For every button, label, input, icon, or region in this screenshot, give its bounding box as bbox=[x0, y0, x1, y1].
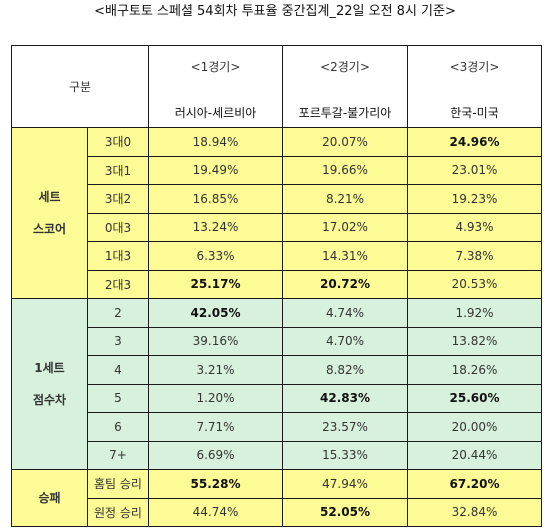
vote-rate-cell: 7.71% bbox=[148, 412, 283, 442]
table-row: 1세트 점수차 2 42.05% 4.74% 1.92% bbox=[11, 298, 542, 470]
header-game-3: <3경기> 한국-미국 bbox=[407, 45, 542, 128]
vote-rate-cell: 25.17% bbox=[148, 269, 283, 299]
vote-rate-cell: 52.05% bbox=[282, 497, 408, 527]
vote-rate-cell: 13.82% bbox=[407, 326, 542, 356]
section-label-line2: 스코어 bbox=[32, 222, 67, 236]
vote-rate-cell: 13.24% bbox=[148, 212, 283, 242]
row-label: 4 bbox=[87, 355, 149, 385]
row-label: 1대3 bbox=[87, 241, 149, 271]
vote-rate-cell: 18.94% bbox=[148, 127, 283, 157]
vote-rate-cell: 14.31% bbox=[282, 241, 408, 271]
game-number: <1경기> bbox=[190, 60, 241, 74]
vote-rate-cell: 8.21% bbox=[282, 184, 408, 214]
table-row: 0대3 13.24% 17.02% 4.93% bbox=[12, 212, 542, 242]
vote-rate-cell: 25.60% bbox=[407, 383, 542, 413]
match-name: 포르투갈-불가리아 bbox=[298, 106, 392, 120]
section-label: 승패 bbox=[11, 469, 88, 527]
header-game-1: <1경기> 러시아-세르비아 bbox=[148, 45, 283, 128]
vote-rate-cell: 42.05% bbox=[148, 298, 283, 328]
section-label-line1: 세트 bbox=[38, 190, 61, 204]
table-row: 원정 승리 44.74% 52.05% 32.84% bbox=[12, 497, 542, 527]
table-row: 4 3.21% 8.82% 18.26% bbox=[12, 355, 542, 385]
table-body: 구분 <1경기> 러시아-세르비아 <2경기> 포르투갈-불가리아 <3경기> … bbox=[11, 45, 542, 527]
table-row: 2대3 25.17% 20.72% 20.53% bbox=[12, 269, 542, 299]
vote-rate-cell: 20.44% bbox=[407, 440, 542, 470]
vote-rate-cell: 7.38% bbox=[407, 241, 542, 271]
row-label: 홈팀 승리 bbox=[87, 469, 149, 499]
vote-rate-cell: 4.74% bbox=[282, 298, 408, 328]
vote-rate-cell: 32.84% bbox=[407, 497, 542, 527]
vote-rate-cell: 1.20% bbox=[148, 383, 283, 413]
vote-rate-cell: 44.74% bbox=[148, 497, 283, 527]
row-label: 3대0 bbox=[87, 127, 149, 157]
row-label: 2 bbox=[87, 298, 149, 328]
section-label-line2: 점수차 bbox=[32, 393, 67, 407]
table-row: 3대1 19.49% 19.66% 23.01% bbox=[12, 155, 542, 185]
vote-rate-cell: 24.96% bbox=[407, 127, 542, 157]
vote-rate-cell: 4.70% bbox=[282, 326, 408, 356]
header-game-2: <2경기> 포르투갈-불가리아 bbox=[282, 45, 408, 128]
vote-rate-cell: 18.26% bbox=[407, 355, 542, 385]
vote-rate-cell: 19.23% bbox=[407, 184, 542, 214]
section-label-line1: 1세트 bbox=[34, 361, 65, 375]
table-row: 세트 스코어 3대0 18.94% 20.07% 24.96% bbox=[11, 127, 542, 299]
vote-rate-cell: 20.53% bbox=[407, 269, 542, 299]
row-label: 5 bbox=[87, 383, 149, 413]
vote-rate-cell: 15.33% bbox=[282, 440, 408, 470]
vote-rate-table: 구분 <1경기> 러시아-세르비아 <2경기> 포르투갈-불가리아 <3경기> … bbox=[11, 45, 542, 527]
vote-rate-cell: 20.72% bbox=[282, 269, 408, 299]
page-title: <배구토토 스페셜 54회차 투표율 중간집계_22일 오전 8시 기준> bbox=[94, 4, 456, 19]
vote-rate-cell: 23.57% bbox=[282, 412, 408, 442]
vote-rate-cell: 6.69% bbox=[148, 440, 283, 470]
vote-rate-cell: 19.49% bbox=[148, 155, 283, 185]
vote-rate-cell: 55.28% bbox=[148, 469, 283, 499]
vote-rate-cell: 19.66% bbox=[282, 155, 408, 185]
table-row: 승패 홈팀 승리 55.28% 47.94% 67.20% bbox=[11, 469, 542, 527]
vote-rate-cell: 17.02% bbox=[282, 212, 408, 242]
row-label: 2대3 bbox=[87, 269, 149, 299]
table-row: 7+ 6.69% 15.33% 20.44% bbox=[12, 440, 542, 470]
game-number: <3경기> bbox=[449, 60, 500, 74]
vote-rate-cell: 3.21% bbox=[148, 355, 283, 385]
vote-rate-cell: 8.82% bbox=[282, 355, 408, 385]
table-row: 3대2 16.85% 8.21% 19.23% bbox=[12, 184, 542, 214]
vote-rate-cell: 39.16% bbox=[148, 326, 283, 356]
row-label: 3 bbox=[87, 326, 149, 356]
vote-rate-cell: 20.00% bbox=[407, 412, 542, 442]
vote-rate-cell: 20.07% bbox=[282, 127, 408, 157]
row-label: 6 bbox=[87, 412, 149, 442]
row-label: 3대1 bbox=[87, 155, 149, 185]
game-number: <2경기> bbox=[320, 60, 370, 74]
header-gubun: 구분 bbox=[11, 45, 149, 128]
table-row: 3 39.16% 4.70% 13.82% bbox=[12, 326, 542, 356]
vote-rate-cell: 67.20% bbox=[407, 469, 542, 499]
header-row: 구분 <1경기> 러시아-세르비아 <2경기> 포르투갈-불가리아 <3경기> … bbox=[11, 45, 542, 128]
table-row: 1대3 6.33% 14.31% 7.38% bbox=[12, 241, 542, 271]
section-label-line1: 승패 bbox=[38, 491, 61, 505]
match-name: 러시아-세르비아 bbox=[174, 106, 257, 120]
vote-rate-cell: 1.92% bbox=[407, 298, 542, 328]
row-label: 원정 승리 bbox=[87, 497, 149, 527]
table-row: 5 1.20% 42.83% 25.60% bbox=[12, 383, 542, 413]
vote-rate-cell: 16.85% bbox=[148, 184, 283, 214]
row-label: 3대2 bbox=[87, 184, 149, 214]
vote-rate-cell: 6.33% bbox=[148, 241, 283, 271]
table-row: 6 7.71% 23.57% 20.00% bbox=[12, 412, 542, 442]
vote-rate-cell: 47.94% bbox=[282, 469, 408, 499]
row-label: 0대3 bbox=[87, 212, 149, 242]
vote-rate-cell: 23.01% bbox=[407, 155, 542, 185]
row-label: 7+ bbox=[87, 440, 149, 470]
vote-rate-cell: 42.83% bbox=[282, 383, 408, 413]
vote-rate-cell: 4.93% bbox=[407, 212, 542, 242]
match-name: 한국-미국 bbox=[450, 106, 499, 120]
